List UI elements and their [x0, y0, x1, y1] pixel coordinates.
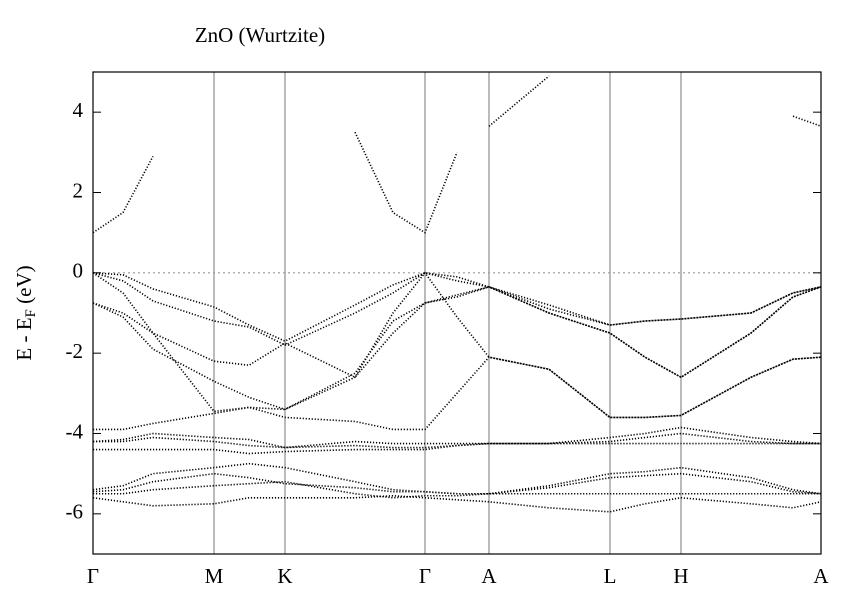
x-tick-label: Γ	[419, 564, 431, 588]
y-axis-label-subscript: F	[23, 309, 39, 317]
band	[93, 472, 821, 495]
band	[93, 462, 821, 495]
x-tick-label: A	[481, 564, 497, 588]
band	[93, 271, 821, 419]
y-axis-label: E - EF (eV)	[12, 265, 40, 360]
x-tick-label: M	[205, 564, 224, 588]
band	[93, 155, 154, 234]
band	[93, 480, 821, 499]
y-tick-label: 2	[73, 178, 84, 202]
band	[93, 356, 821, 431]
band	[93, 432, 821, 449]
bands	[93, 75, 821, 513]
band	[93, 426, 821, 449]
y-tick-label: -2	[66, 339, 84, 363]
x-tick-label: L	[604, 564, 617, 588]
chart-title: ZnO (Wurtzite)	[195, 23, 325, 47]
x-tick-label: H	[673, 564, 688, 588]
y-axis-label-main: E - E	[12, 317, 36, 360]
x-tick-label: A	[813, 564, 829, 588]
axes: -6 -4 -2 0 2 4 Γ M K Γ A L H A	[66, 98, 830, 588]
y-tick-label: -6	[66, 500, 84, 524]
y-tick-label: -4	[66, 419, 84, 443]
y-tick-label: 4	[73, 98, 84, 122]
band	[93, 271, 821, 379]
band	[93, 494, 821, 513]
band	[93, 442, 821, 455]
plot-frame	[92, 71, 822, 555]
y-tick-label: 0	[73, 259, 84, 283]
band	[354, 131, 458, 234]
band	[488, 75, 550, 127]
band	[93, 286, 821, 411]
band	[792, 115, 821, 127]
band	[93, 286, 821, 379]
y-axis-label-unit: (eV)	[12, 265, 36, 309]
grid	[92, 72, 822, 554]
x-tick-label: K	[277, 564, 292, 588]
band	[93, 272, 821, 343]
x-tick-label: Γ	[87, 564, 99, 588]
